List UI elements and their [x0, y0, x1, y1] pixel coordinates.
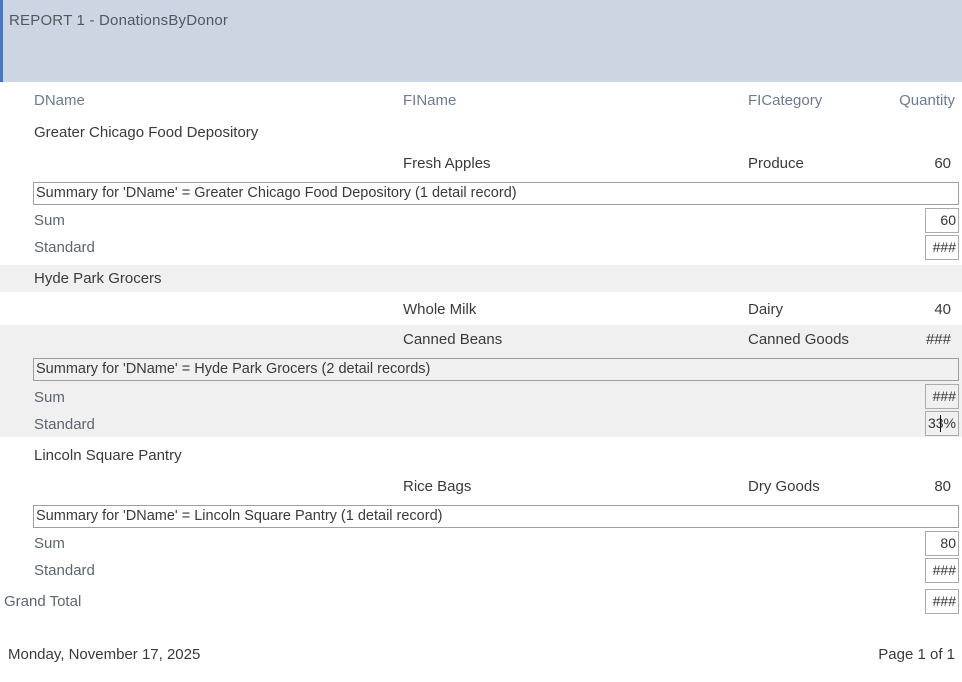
group-header-donor[interactable]: Lincoln Square Pantry	[34, 447, 182, 464]
group-header-donor[interactable]: Hyde Park Grocers	[34, 270, 162, 287]
text-cursor	[940, 415, 941, 432]
header-accent-line	[0, 0, 3, 82]
detail-finame[interactable]: Whole Milk	[403, 301, 477, 318]
grand-total-value-box[interactable]: ###	[925, 589, 959, 614]
sum-value-box[interactable]: 60	[925, 208, 959, 233]
alt-row-band	[0, 265, 962, 292]
group-summary-box[interactable]: Summary for 'DName' = Lincoln Square Pan…	[33, 505, 959, 528]
standard-value-box[interactable]: ###	[925, 235, 959, 260]
alt-row-band	[0, 325, 962, 437]
grand-total-label: Grand Total	[4, 593, 82, 610]
group-summary-box[interactable]: Summary for 'DName' = Greater Chicago Fo…	[33, 182, 959, 205]
detail-category[interactable]: Dairy	[748, 301, 784, 318]
detail-quantity[interactable]: 40	[934, 301, 951, 318]
column-header-quantity[interactable]: Quantity	[899, 92, 955, 109]
standard-label: Standard	[34, 239, 95, 256]
standard-value-box[interactable]: 33%	[925, 411, 959, 436]
column-header-dname[interactable]: DName	[34, 92, 85, 109]
standard-value-box[interactable]: ###	[925, 558, 959, 583]
standard-value-text: 33%	[927, 415, 956, 431]
standard-label: Standard	[34, 416, 95, 433]
report-header-bar	[0, 0, 962, 82]
detail-finame[interactable]: Fresh Apples	[403, 155, 491, 172]
detail-finame[interactable]: Canned Beans	[403, 331, 503, 348]
detail-category[interactable]: Produce	[748, 155, 804, 172]
sum-label: Sum	[34, 535, 65, 552]
standard-label: Standard	[34, 562, 95, 579]
page-number: Page 1 of 1	[878, 646, 955, 663]
sum-label: Sum	[34, 212, 65, 229]
column-header-ficategory[interactable]: FICategory	[748, 92, 823, 109]
detail-quantity[interactable]: 80	[934, 478, 951, 495]
column-header-finame[interactable]: FIName	[403, 92, 457, 109]
detail-quantity[interactable]: ###	[925, 331, 951, 348]
group-header-donor[interactable]: Greater Chicago Food Depository	[34, 124, 259, 141]
sum-value-box[interactable]: ###	[925, 384, 959, 409]
detail-quantity[interactable]: 60	[934, 155, 951, 172]
group-summary-box[interactable]: Summary for 'DName' = Hyde Park Grocers …	[33, 358, 959, 381]
sum-value-box[interactable]: 80	[925, 531, 959, 556]
detail-category[interactable]: Canned Goods	[748, 331, 849, 348]
detail-finame[interactable]: Rice Bags	[403, 478, 472, 495]
sum-label: Sum	[34, 389, 65, 406]
detail-category[interactable]: Dry Goods	[748, 478, 820, 495]
report-title[interactable]: REPORT 1 - DonationsByDonor	[9, 12, 229, 29]
report-date: Monday, November 17, 2025	[8, 646, 201, 663]
